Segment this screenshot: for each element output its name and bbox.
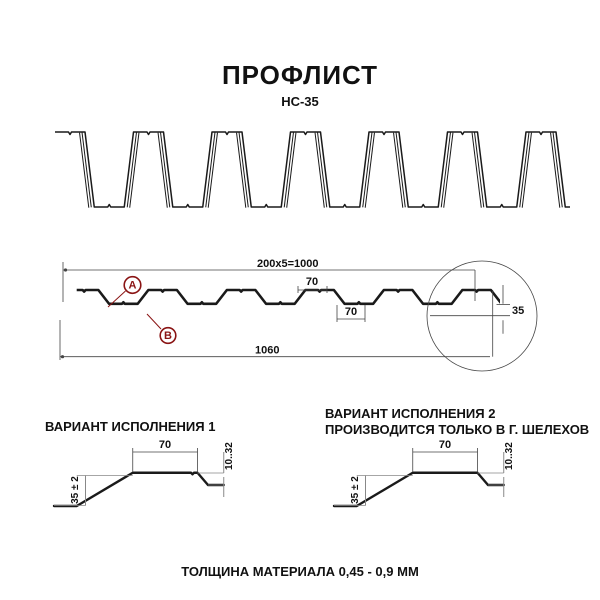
- svg-text:10..32: 10..32: [504, 442, 515, 470]
- svg-text:ВАРИАНТ ИСПОЛНЕНИЯ 2: ВАРИАНТ ИСПОЛНЕНИЯ 2: [325, 406, 495, 421]
- svg-text:70: 70: [439, 439, 451, 451]
- svg-text:35 ± 2: 35 ± 2: [350, 476, 361, 504]
- svg-text:ПРОИЗВОДИТСЯ ТОЛЬКО В Г. ШЕЛЕХ: ПРОИЗВОДИТСЯ ТОЛЬКО В Г. ШЕЛЕХОВ: [325, 422, 589, 437]
